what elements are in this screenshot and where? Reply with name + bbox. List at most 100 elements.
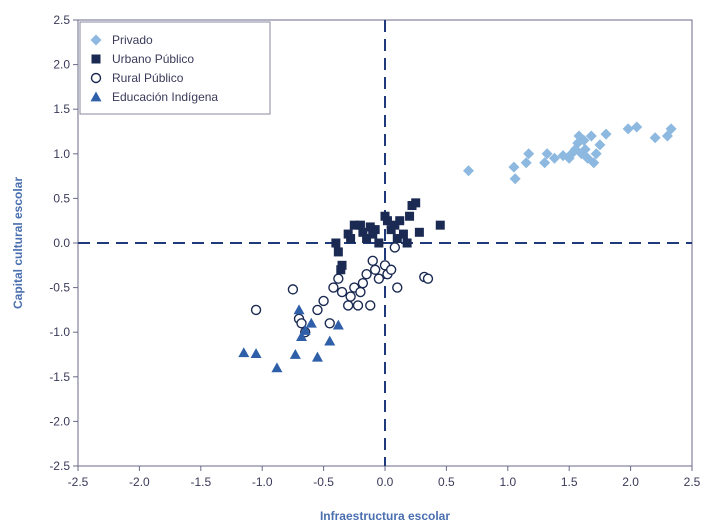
y-tick-label: 2.0	[53, 58, 70, 72]
data-point-square	[405, 211, 415, 221]
data-point-circle-open	[352, 300, 364, 311]
data-point-diamond	[600, 128, 612, 140]
data-point-circle-open	[345, 291, 356, 302]
data-point-diamond	[631, 121, 643, 133]
data-point-square	[355, 220, 365, 230]
data-point-circle-open	[355, 286, 366, 298]
x-tick-label: -1.5	[190, 475, 211, 489]
data-point-square	[337, 260, 347, 270]
x-tick-label: -0.5	[313, 475, 334, 489]
data-point-diamond	[539, 157, 551, 169]
data-point-triangle	[295, 331, 307, 342]
y-tick-label: 0.5	[53, 191, 70, 205]
data-point-square	[382, 216, 392, 226]
data-point-circle-open	[324, 318, 335, 329]
data-point-triangle	[299, 324, 311, 335]
data-point-circle-open	[361, 269, 372, 280]
x-tick-label: -2.5	[68, 475, 89, 489]
data-point-diamond	[585, 130, 597, 142]
data-point-square	[370, 225, 380, 235]
data-point-circle-open	[357, 277, 369, 289]
data-point-diamond	[520, 157, 532, 169]
data-point-circle-open	[422, 273, 434, 284]
legend: Privado Urbano Público Rural Público Educac…	[79, 21, 271, 115]
data-point-square	[365, 222, 375, 232]
y-tick-label: 0.0	[53, 236, 70, 250]
data-point-diamond	[548, 152, 560, 164]
legend-label: Rural Público	[112, 71, 184, 85]
data-point-triangle	[293, 304, 305, 315]
legend-marker-triangle	[90, 91, 102, 102]
data-point-square	[411, 198, 421, 208]
legend-marker-square	[91, 54, 101, 64]
data-point-triangle	[271, 362, 283, 373]
data-point-triangle	[324, 335, 336, 346]
x-tick-label: 1.0	[499, 475, 516, 489]
data-point-square	[395, 216, 405, 226]
data-point-circle-open	[389, 242, 401, 253]
y-tick-label: 2.5	[53, 13, 70, 27]
y-tick-label: -0.5	[49, 281, 70, 295]
data-point-diamond	[594, 139, 606, 151]
data-point-circle-open	[392, 282, 403, 293]
data-point-square	[392, 234, 402, 244]
y-axis-title: Capital cultural escolar	[11, 177, 25, 309]
x-tick-label: 1.5	[561, 475, 578, 489]
data-point-circle-open	[328, 282, 339, 293]
data-point-diamond	[509, 173, 521, 185]
data-point-circle-open	[367, 255, 378, 267]
data-point-square	[358, 227, 368, 237]
data-point-square	[349, 220, 359, 230]
data-point-circle-open	[333, 273, 344, 284]
data-point-circle-open	[385, 264, 397, 275]
y-tick-label: -1.5	[49, 370, 70, 384]
data-point-triangle	[305, 317, 317, 328]
y-tick-label: 1.0	[53, 147, 70, 161]
legend-label: Urbano Público	[112, 52, 194, 66]
data-point-square	[390, 220, 400, 230]
y-tick-label: -2.0	[49, 414, 70, 428]
data-point-circle-open	[336, 286, 348, 298]
legend-marker-diamond	[90, 34, 102, 46]
data-point-diamond	[578, 134, 590, 146]
data-point-diamond	[649, 132, 661, 144]
data-point-triangle	[332, 319, 344, 330]
legend-box	[79, 21, 271, 115]
data-point-triangle	[250, 348, 262, 359]
data-point-diamond	[622, 123, 634, 135]
data-point-square	[331, 238, 341, 248]
x-tick-label: -1.0	[252, 475, 273, 489]
data-point-square	[435, 220, 445, 230]
y-tick-label: -1.0	[49, 325, 70, 339]
data-point-square	[346, 234, 356, 244]
data-point-diamond	[590, 148, 602, 160]
legend-label: Educación Indígena	[112, 90, 218, 104]
data-point-diamond	[541, 148, 553, 160]
data-point-circle-open	[365, 300, 376, 311]
x-tick-label: 0.0	[377, 475, 394, 489]
data-point-triangle	[311, 351, 323, 362]
data-point-circle-open	[369, 264, 381, 275]
data-point-circle-open	[296, 318, 307, 329]
data-point-circle-open	[318, 295, 329, 307]
y-tick-label: 1.5	[53, 102, 70, 116]
data-point-square	[398, 229, 408, 239]
x-tick-label: 2.5	[684, 475, 701, 489]
data-point-diamond	[579, 143, 591, 155]
data-point-diamond	[588, 157, 600, 169]
x-tick-label: -2.0	[129, 475, 150, 489]
data-point-circle-open	[250, 304, 262, 316]
data-point-diamond	[463, 165, 475, 177]
data-point-square	[374, 238, 384, 248]
data-point-square	[402, 238, 412, 248]
data-point-circle-open	[342, 300, 354, 311]
x-axis-title: Infraestructura escolar	[320, 509, 450, 523]
x-tick-label: 2.0	[622, 475, 639, 489]
data-point-square	[362, 234, 372, 244]
data-point-triangle	[238, 347, 250, 358]
x-tick-label: 0.5	[438, 475, 455, 489]
legend-label: Privado	[112, 33, 153, 47]
data-point-diamond	[508, 161, 520, 173]
